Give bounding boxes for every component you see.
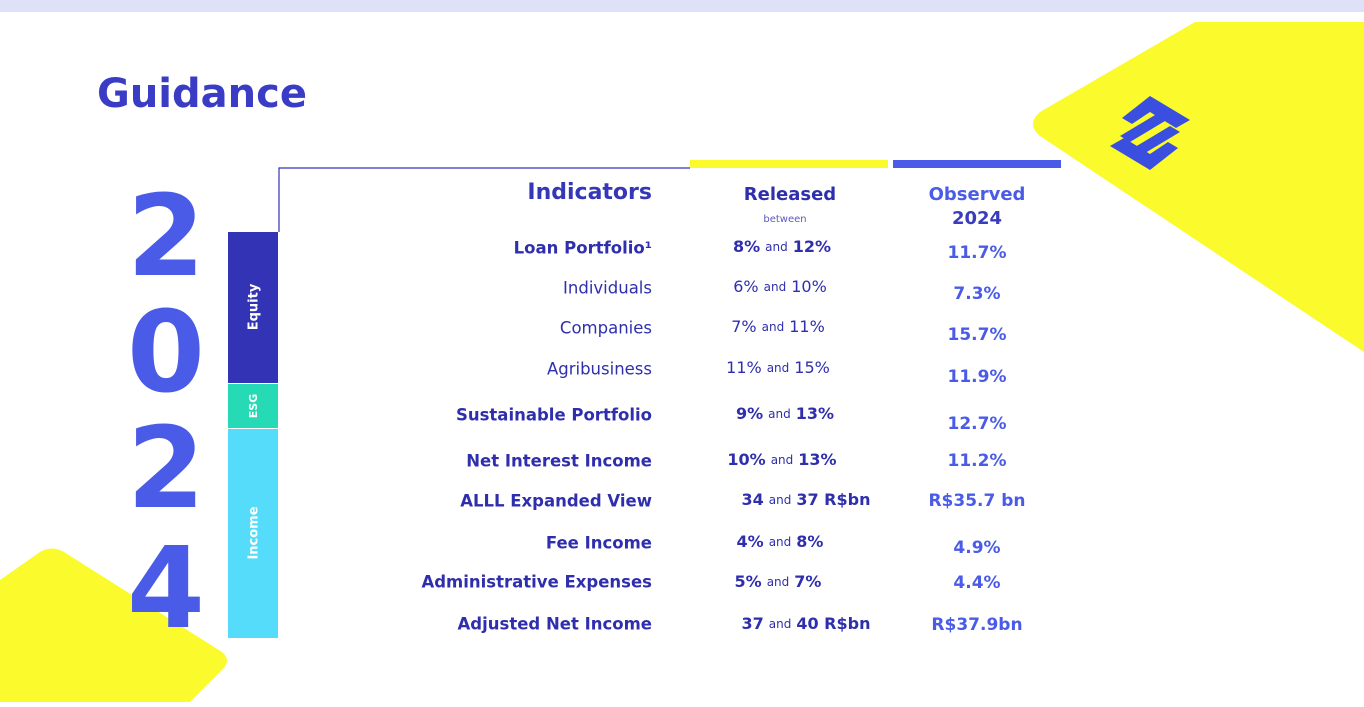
range-and: and	[762, 320, 785, 334]
range-low: 9%	[736, 404, 763, 423]
indicator: Agribusiness	[547, 360, 652, 379]
header-bar	[893, 160, 1061, 168]
indicator: ALLL Expanded View	[460, 492, 652, 511]
range-and: and	[768, 407, 791, 421]
observed: R$35.7 bn	[928, 491, 1025, 511]
released-range: 34 and 37 R$bn	[742, 490, 871, 509]
range-and: and	[765, 240, 788, 254]
released-range: 4% and 8%	[737, 532, 824, 551]
range-and: and	[769, 617, 792, 631]
observed: 11.2%	[948, 451, 1007, 471]
range-low: 37	[742, 614, 764, 633]
observed: 4.4%	[953, 573, 1000, 593]
observed: 7.3%	[953, 284, 1000, 304]
range-high: 10%	[791, 277, 827, 296]
released-range: 10% and 13%	[727, 450, 836, 469]
released-range: 8% and 12%	[733, 237, 831, 256]
range-low: 10%	[727, 450, 765, 469]
decor-shape	[1033, 22, 1364, 352]
range-low: 5%	[735, 572, 762, 591]
header-note: between	[763, 214, 806, 225]
range-high: 37 R$bn	[796, 490, 870, 509]
section-label: ESG	[247, 394, 260, 418]
title: Guidance	[97, 71, 307, 117]
year-digit: 4	[127, 524, 205, 654]
observed: 15.7%	[948, 325, 1007, 345]
range-high: 7%	[794, 572, 821, 591]
released-range: 9% and 13%	[736, 404, 834, 423]
indicator: Sustainable Portfolio	[456, 406, 652, 425]
year: 2 0 2 4	[127, 172, 205, 654]
indicator: Net Interest Income	[466, 452, 652, 471]
range-high: 11%	[789, 317, 825, 336]
range-and: and	[767, 575, 790, 589]
header: Indicators	[527, 180, 652, 205]
range-high: 13%	[796, 404, 834, 423]
released-range: 11% and 15%	[726, 358, 830, 377]
range-low: 4%	[737, 532, 764, 551]
range-low: 7%	[731, 317, 756, 336]
observed: 12.7%	[948, 414, 1007, 434]
range-and: and	[764, 280, 787, 294]
indicator: Loan Portfolio¹	[514, 239, 652, 258]
section-block	[228, 232, 278, 383]
range-and: and	[769, 535, 792, 549]
range-high: 15%	[794, 358, 830, 377]
range-and: and	[769, 493, 792, 507]
indicator: Fee Income	[546, 534, 652, 553]
frame-line	[278, 167, 690, 232]
indicator: Companies	[560, 319, 652, 338]
indicator: Administrative Expenses	[421, 573, 652, 592]
released-range: 37 and 40 R$bn	[742, 614, 871, 633]
year-digit: 2	[127, 172, 205, 302]
range-low: 6%	[733, 277, 758, 296]
header: Observed	[929, 184, 1026, 205]
range-low: 8%	[733, 237, 760, 256]
range-and: and	[771, 453, 794, 467]
indicator: Adjusted Net Income	[458, 615, 652, 634]
released-range: 6% and 10%	[733, 277, 827, 296]
range-high: 40 R$bn	[796, 614, 870, 633]
decor-shape	[0, 548, 227, 702]
range-high: 12%	[793, 237, 831, 256]
top-bar	[0, 0, 1364, 12]
logo	[1110, 96, 1190, 170]
header: Released	[744, 184, 836, 205]
observed: 11.7%	[948, 243, 1007, 263]
range-high: 8%	[796, 532, 823, 551]
range-and: and	[767, 361, 790, 375]
year-digit: 0	[127, 288, 205, 418]
section-block	[228, 384, 278, 428]
range-low: 34	[742, 490, 764, 509]
range-high: 13%	[798, 450, 836, 469]
section-label: Income	[247, 506, 262, 559]
table-rows: Loan Portfolio¹ 8% and 12% 11.7% Individuals 6…	[421, 237, 1025, 636]
observed: R$37.9bn	[931, 615, 1022, 635]
section-label: Equity	[247, 283, 262, 330]
observed: 11.9%	[948, 367, 1007, 387]
released-range: 5% and 7%	[735, 572, 822, 591]
header-bar	[690, 160, 888, 168]
indicator: Individuals	[563, 279, 652, 298]
section-block	[228, 429, 278, 638]
year-digit: 2	[127, 404, 205, 534]
range-low: 11%	[726, 358, 762, 377]
released-range: 7% and 11%	[731, 317, 825, 336]
observed: 4.9%	[953, 538, 1000, 558]
header: 2024	[952, 208, 1002, 229]
